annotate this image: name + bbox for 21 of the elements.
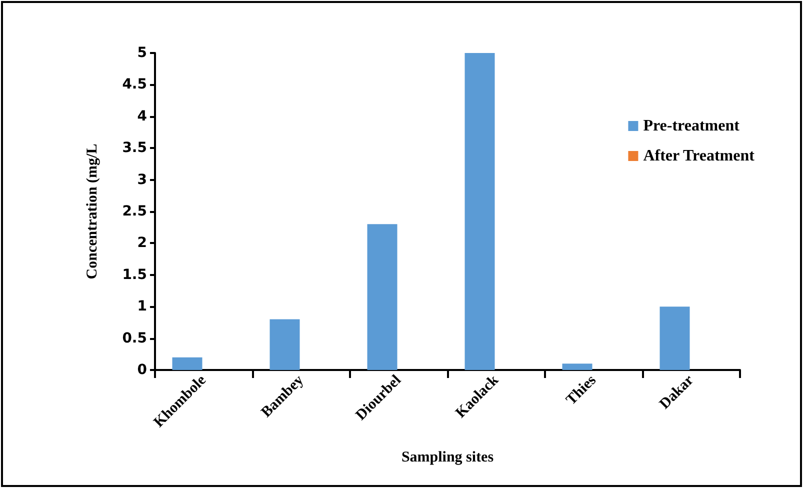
y-tick-label: 4 (137, 108, 148, 124)
y-tick-label: 4.5 (122, 76, 147, 93)
x-axis-title: Sampling sites (401, 450, 494, 466)
bar (172, 357, 202, 370)
bar (367, 224, 398, 370)
legend-label: Pre-treatment (643, 118, 740, 134)
bar (464, 53, 495, 370)
bar (562, 364, 592, 370)
bar (660, 306, 690, 370)
y-tick-label: 3.5 (122, 140, 147, 156)
y-tick-label: 1.5 (122, 266, 147, 283)
y-tick-label: 0.5 (122, 330, 147, 346)
y-tick-label: 3 (137, 172, 147, 188)
y-tick-label: 5 (137, 45, 147, 61)
y-tick-label: 1 (137, 298, 147, 315)
bar (270, 319, 300, 370)
legend-label: After Treatment (643, 148, 756, 164)
y-axis-title: Concentration (mg/L (84, 144, 100, 280)
y-tick-label: 2.5 (122, 204, 147, 220)
y-tick-label: 0 (137, 362, 148, 378)
y-tick-label: 2 (137, 235, 147, 252)
